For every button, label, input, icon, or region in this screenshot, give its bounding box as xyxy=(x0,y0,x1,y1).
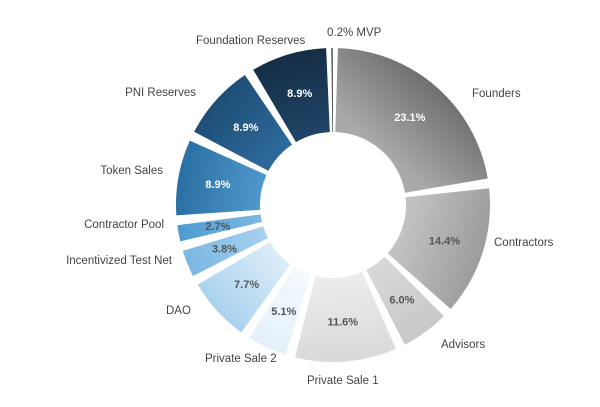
slice-value-label: 7.7% xyxy=(234,279,259,291)
slice-value-label: 11.6% xyxy=(327,317,358,329)
slice-pni-reserves xyxy=(194,75,293,171)
slice-value-label: 3.8% xyxy=(212,244,237,256)
slice-value-label: 2.7% xyxy=(205,221,230,233)
slice-contractors xyxy=(387,188,490,309)
slice-value-label: 6.0% xyxy=(389,295,414,307)
category-label: PNI Reserves xyxy=(125,87,196,99)
slice-value-label: 5.1% xyxy=(271,306,296,318)
slice-advisors xyxy=(366,256,444,345)
category-label: Incentivized Test Net xyxy=(66,255,173,267)
slice-founders xyxy=(335,48,488,193)
category-label: Private Sale 1 xyxy=(307,375,379,387)
category-label: Token Sales xyxy=(100,165,163,177)
slice-value-label: 14.4% xyxy=(429,236,460,248)
slice-mvp xyxy=(331,48,333,133)
category-label: 0.2% MVP xyxy=(327,27,382,39)
slice-value-label: 23.1% xyxy=(394,112,425,124)
slice-value-label: 8.9% xyxy=(233,122,258,134)
slice-private-sale-2 xyxy=(249,266,311,355)
slice-foundation-reserves xyxy=(253,48,330,143)
category-label: Advisors xyxy=(441,339,485,351)
slice-value-label: 8.9% xyxy=(205,179,230,191)
category-label: DAO xyxy=(166,305,191,317)
category-label: Private Sale 2 xyxy=(205,353,277,365)
slice-dao xyxy=(197,242,291,333)
category-label: Foundation Reserves xyxy=(196,35,306,47)
category-label: Founders xyxy=(472,88,521,100)
category-label: Contractors xyxy=(494,237,554,249)
slice-value-label: 8.9% xyxy=(287,88,312,100)
slice-private-sale-1 xyxy=(294,271,396,363)
slice-token-sales xyxy=(176,140,267,216)
category-label: Contractor Pool xyxy=(84,219,164,231)
slice-incentivized-test-net xyxy=(182,226,268,277)
slice-contractor-pool xyxy=(177,214,262,242)
